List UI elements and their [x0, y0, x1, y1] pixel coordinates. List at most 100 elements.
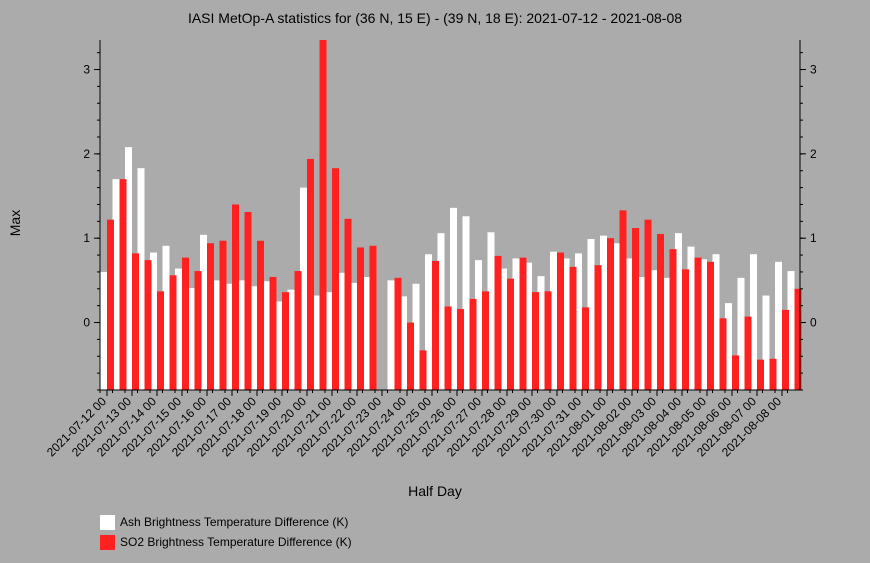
- so2-bar-18: [332, 168, 339, 390]
- ash-bar-15: [287, 289, 295, 390]
- ash-bar-26: [425, 254, 432, 390]
- so2-bar-30: [482, 291, 489, 390]
- ash-bar-11: [237, 280, 245, 390]
- so2-bar-42: [632, 228, 639, 390]
- ash-bar-10: [225, 283, 232, 390]
- y-tick-label-left: 0: [83, 316, 90, 330]
- ash-bar-6: [175, 268, 182, 390]
- so2-bar-6: [182, 257, 189, 390]
- ash-bar-8: [200, 234, 207, 390]
- ash-bar-20: [350, 282, 357, 390]
- so2-bar-8: [207, 243, 214, 390]
- so2-bar-11: [244, 212, 252, 390]
- so2-bar-23: [394, 277, 402, 390]
- legend-item-ash: Ash Brightness Temperature Difference (K…: [100, 512, 352, 532]
- ash-bar-35: [537, 276, 545, 390]
- so2-bar-15: [294, 271, 302, 390]
- y-tick-label-right: 1: [810, 231, 817, 245]
- legend-item-so2: SO2 Brightness Temperature Difference (K…: [100, 532, 352, 552]
- so2-bar-54: [782, 309, 789, 390]
- so2-bar-46: [682, 269, 689, 390]
- ash-bar-28: [450, 207, 457, 390]
- so2-bar-47: [694, 257, 702, 390]
- so2-bar-35: [544, 291, 552, 390]
- ash-bar-19: [337, 272, 345, 390]
- so2-bar-3: [144, 260, 152, 390]
- ash-bar-37: [562, 258, 570, 390]
- ash-bar-21: [362, 276, 370, 390]
- ash-bar-34: [525, 262, 532, 390]
- so2-bar-49: [719, 318, 727, 390]
- ash-bar-9: [212, 280, 220, 390]
- so2-bar-52: [757, 359, 764, 390]
- so2-bar-48: [707, 261, 714, 390]
- so2-bar-12: [257, 240, 264, 390]
- ash-bar-31: [487, 232, 495, 390]
- legend-label-so2: SO2 Brightness Temperature Difference (K…: [120, 535, 352, 549]
- ash-bar-39: [587, 239, 595, 390]
- so2-bar-14: [282, 292, 289, 390]
- ash-bar-24: [400, 296, 407, 390]
- so2-bar-7: [194, 271, 202, 390]
- ash-bar-18: [325, 292, 332, 390]
- so2-bar-41: [619, 210, 627, 390]
- ash-bar-1: [112, 179, 120, 390]
- so2-bar-45: [669, 249, 677, 390]
- ash-bar-50: [725, 303, 732, 390]
- so2-bar-24: [407, 322, 414, 390]
- ash-bar-4: [150, 252, 157, 390]
- so2-bar-1: [119, 179, 127, 390]
- legend-swatch-ash: [100, 514, 115, 530]
- ash-bar-2: [125, 147, 132, 390]
- legend-swatch-so2: [100, 534, 115, 550]
- so2-bar-26: [432, 260, 439, 390]
- ash-bar-47: [687, 246, 695, 390]
- so2-bar-34: [532, 292, 539, 390]
- ash-bar-45: [662, 277, 670, 390]
- ash-bar-55: [787, 271, 795, 390]
- x-axis-label: Half Day: [408, 483, 462, 499]
- legend: Ash Brightness Temperature Difference (K…: [100, 512, 352, 552]
- so2-bar-0: [107, 219, 114, 390]
- ash-bar-29: [462, 216, 470, 390]
- ash-bar-32: [500, 268, 507, 390]
- ash-bar-3: [137, 168, 145, 390]
- ash-bar-0: [100, 271, 107, 390]
- ash-bar-25: [412, 283, 420, 390]
- y-tick-label-left: 1: [83, 231, 90, 245]
- so2-bar-25: [419, 350, 427, 390]
- ash-bar-23: [387, 280, 395, 390]
- ash-bar-30: [475, 260, 482, 390]
- so2-bar-2: [132, 253, 139, 390]
- so2-bar-28: [457, 309, 464, 390]
- so2-bar-33: [519, 257, 527, 390]
- ash-bar-41: [612, 243, 620, 390]
- y-tick-label-left: 3: [83, 63, 90, 77]
- ash-bar-14: [275, 301, 282, 390]
- ash-bar-27: [437, 233, 445, 390]
- so2-bar-21: [369, 245, 377, 390]
- so2-bar-27: [444, 306, 452, 390]
- so2-bar-50: [732, 355, 739, 390]
- y-tick-label-right: 0: [810, 316, 817, 330]
- so2-bar-40: [607, 238, 614, 390]
- so2-bar-43: [644, 219, 652, 390]
- ash-bar-48: [700, 259, 707, 390]
- ash-bar-7: [187, 287, 195, 390]
- so2-bar-20: [357, 247, 364, 390]
- so2-bar-19: [344, 218, 352, 390]
- so2-bar-37: [569, 266, 577, 390]
- ash-bar-17: [312, 295, 320, 390]
- ash-bar-51: [737, 277, 745, 390]
- ash-bar-40: [600, 235, 607, 390]
- ash-bar-54: [775, 261, 782, 390]
- ash-bar-16: [300, 187, 307, 390]
- y-tick-label-right: 3: [810, 63, 817, 77]
- ash-bar-49: [712, 254, 720, 390]
- so2-bar-16: [307, 158, 314, 390]
- ash-bar-53: [762, 295, 770, 390]
- ash-bar-44: [650, 270, 657, 390]
- ash-bar-38: [575, 253, 582, 390]
